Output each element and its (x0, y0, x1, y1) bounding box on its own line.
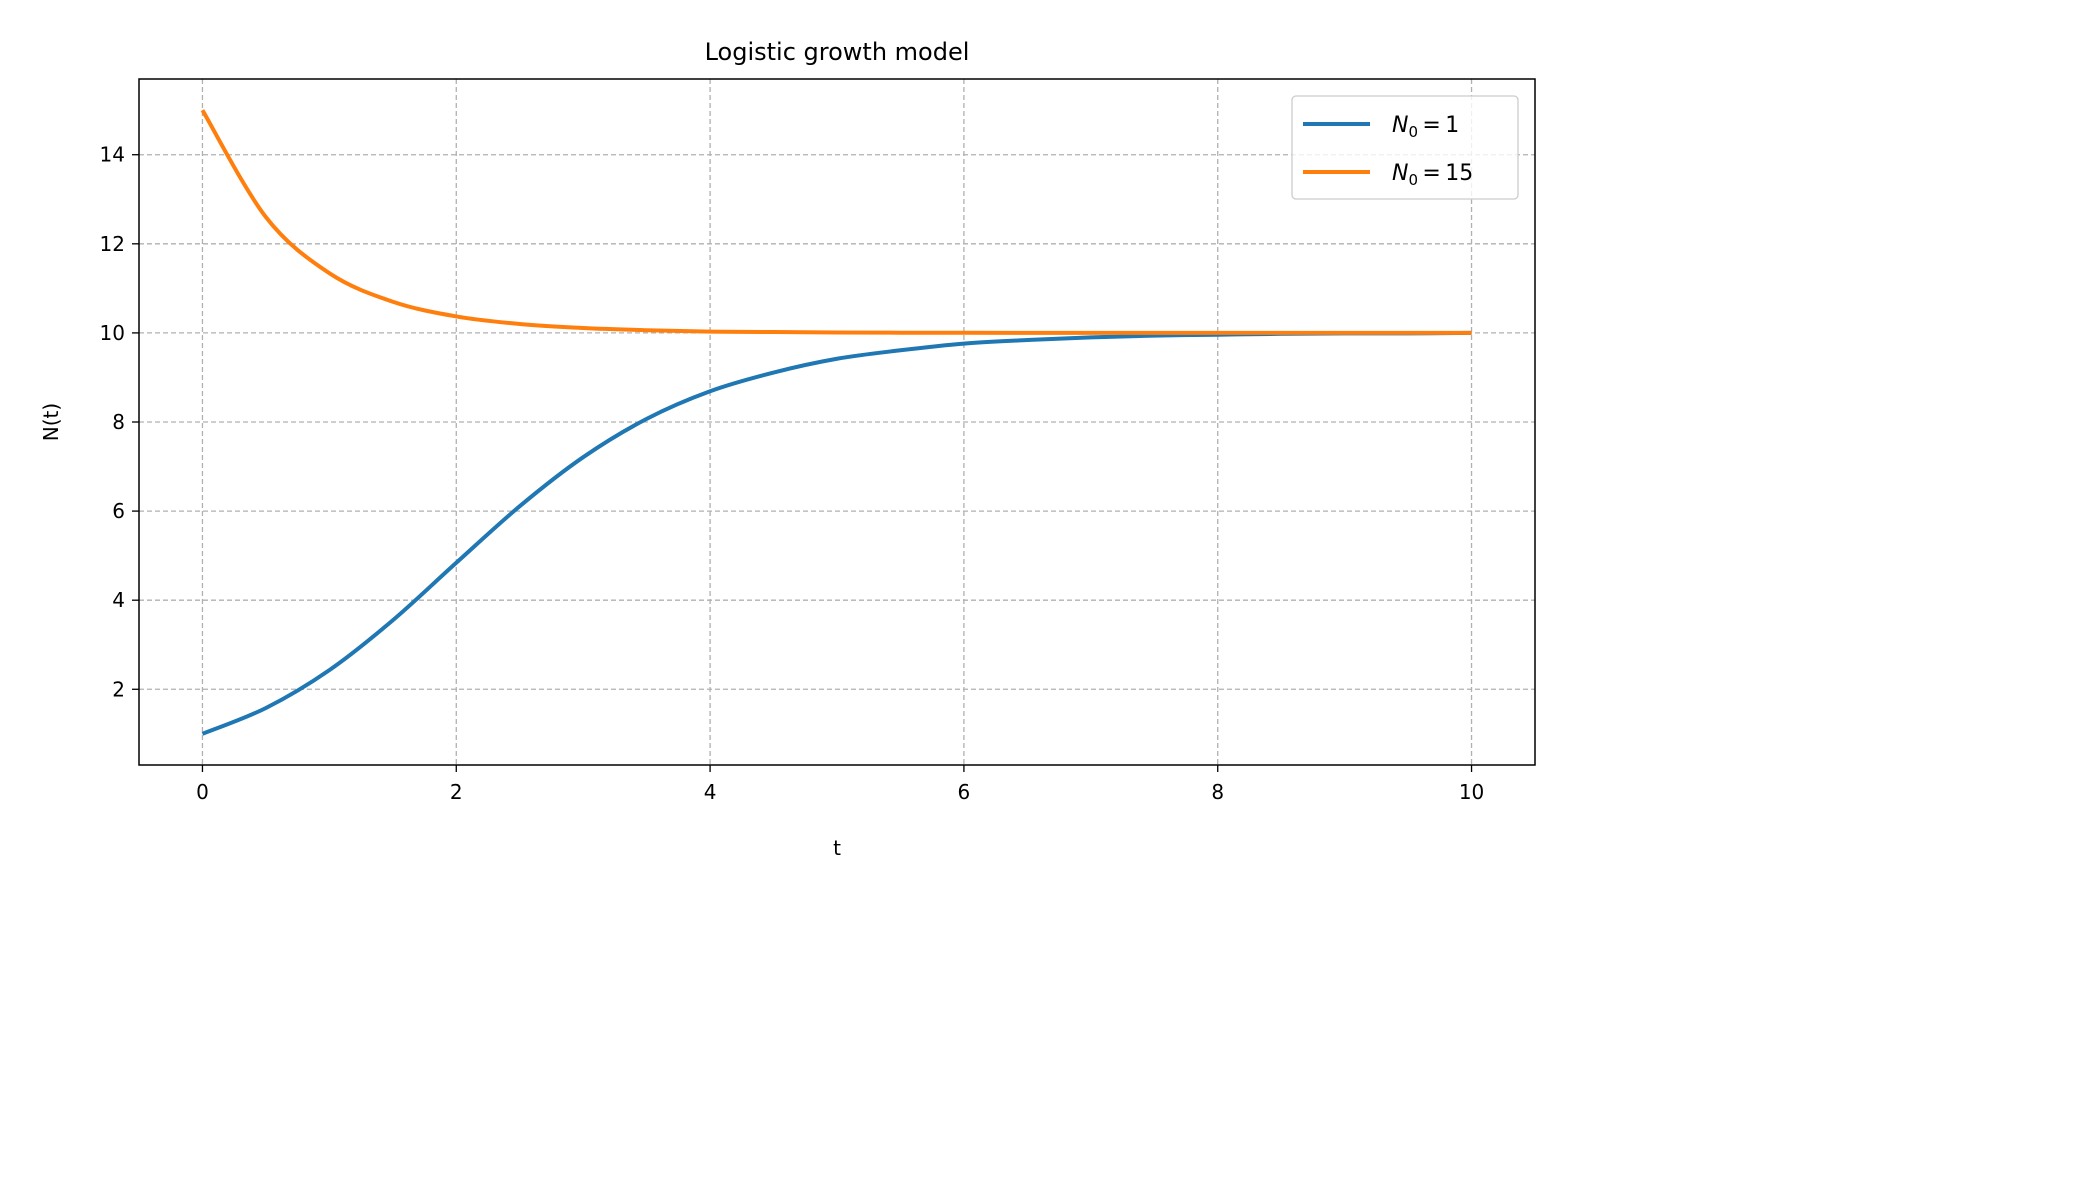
y-axis-label: N(t) (39, 403, 63, 441)
chart: Logistic growth model 0 2 4 6 8 10 2468101214… (39, 38, 1536, 860)
x-tick-label: 10 (1459, 780, 1484, 804)
y-tick-label: 2 (112, 677, 125, 701)
x-tick-label: 6 (958, 780, 971, 804)
legend-label-0: N0 = 1 (1392, 113, 1459, 141)
legend: N0 = 1N0 = 15 (1291, 95, 1519, 200)
y-tick-label: 4 (112, 588, 125, 612)
legend-subscript: 0 (1408, 171, 1418, 189)
y-tick-label: 14 (100, 143, 125, 167)
y-tick-label: 6 (112, 499, 125, 523)
legend-symbol: N (1392, 161, 1408, 186)
x-tick-label: 2 (450, 780, 463, 804)
y-tick-label: 10 (100, 321, 125, 345)
x-tick-label: 0 (196, 780, 209, 804)
legend-equals: = (1418, 113, 1445, 138)
x-tick-label: 8 (1211, 780, 1224, 804)
y-axis-ticks: 2 4 6 8 10 12 14 (100, 143, 139, 701)
series-lines (200, 109, 1472, 736)
y-tick-label: 12 (100, 232, 125, 256)
x-axis-ticks: 0 2 4 6 8 10 (196, 765, 1484, 804)
series-line-1 (200, 109, 1472, 335)
legend-equals: = (1418, 161, 1445, 186)
chart-title: Logistic growth model (705, 38, 970, 66)
x-tick-label: 4 (704, 780, 717, 804)
legend-subscript: 0 (1408, 123, 1418, 141)
x-axis-label: t (833, 836, 841, 860)
legend-value: 1 (1445, 113, 1459, 138)
legend-symbol: N (1392, 113, 1408, 138)
legend-label-1: N0 = 15 (1392, 161, 1473, 189)
y-tick-label: 8 (112, 410, 125, 434)
legend-value: 15 (1445, 161, 1473, 186)
